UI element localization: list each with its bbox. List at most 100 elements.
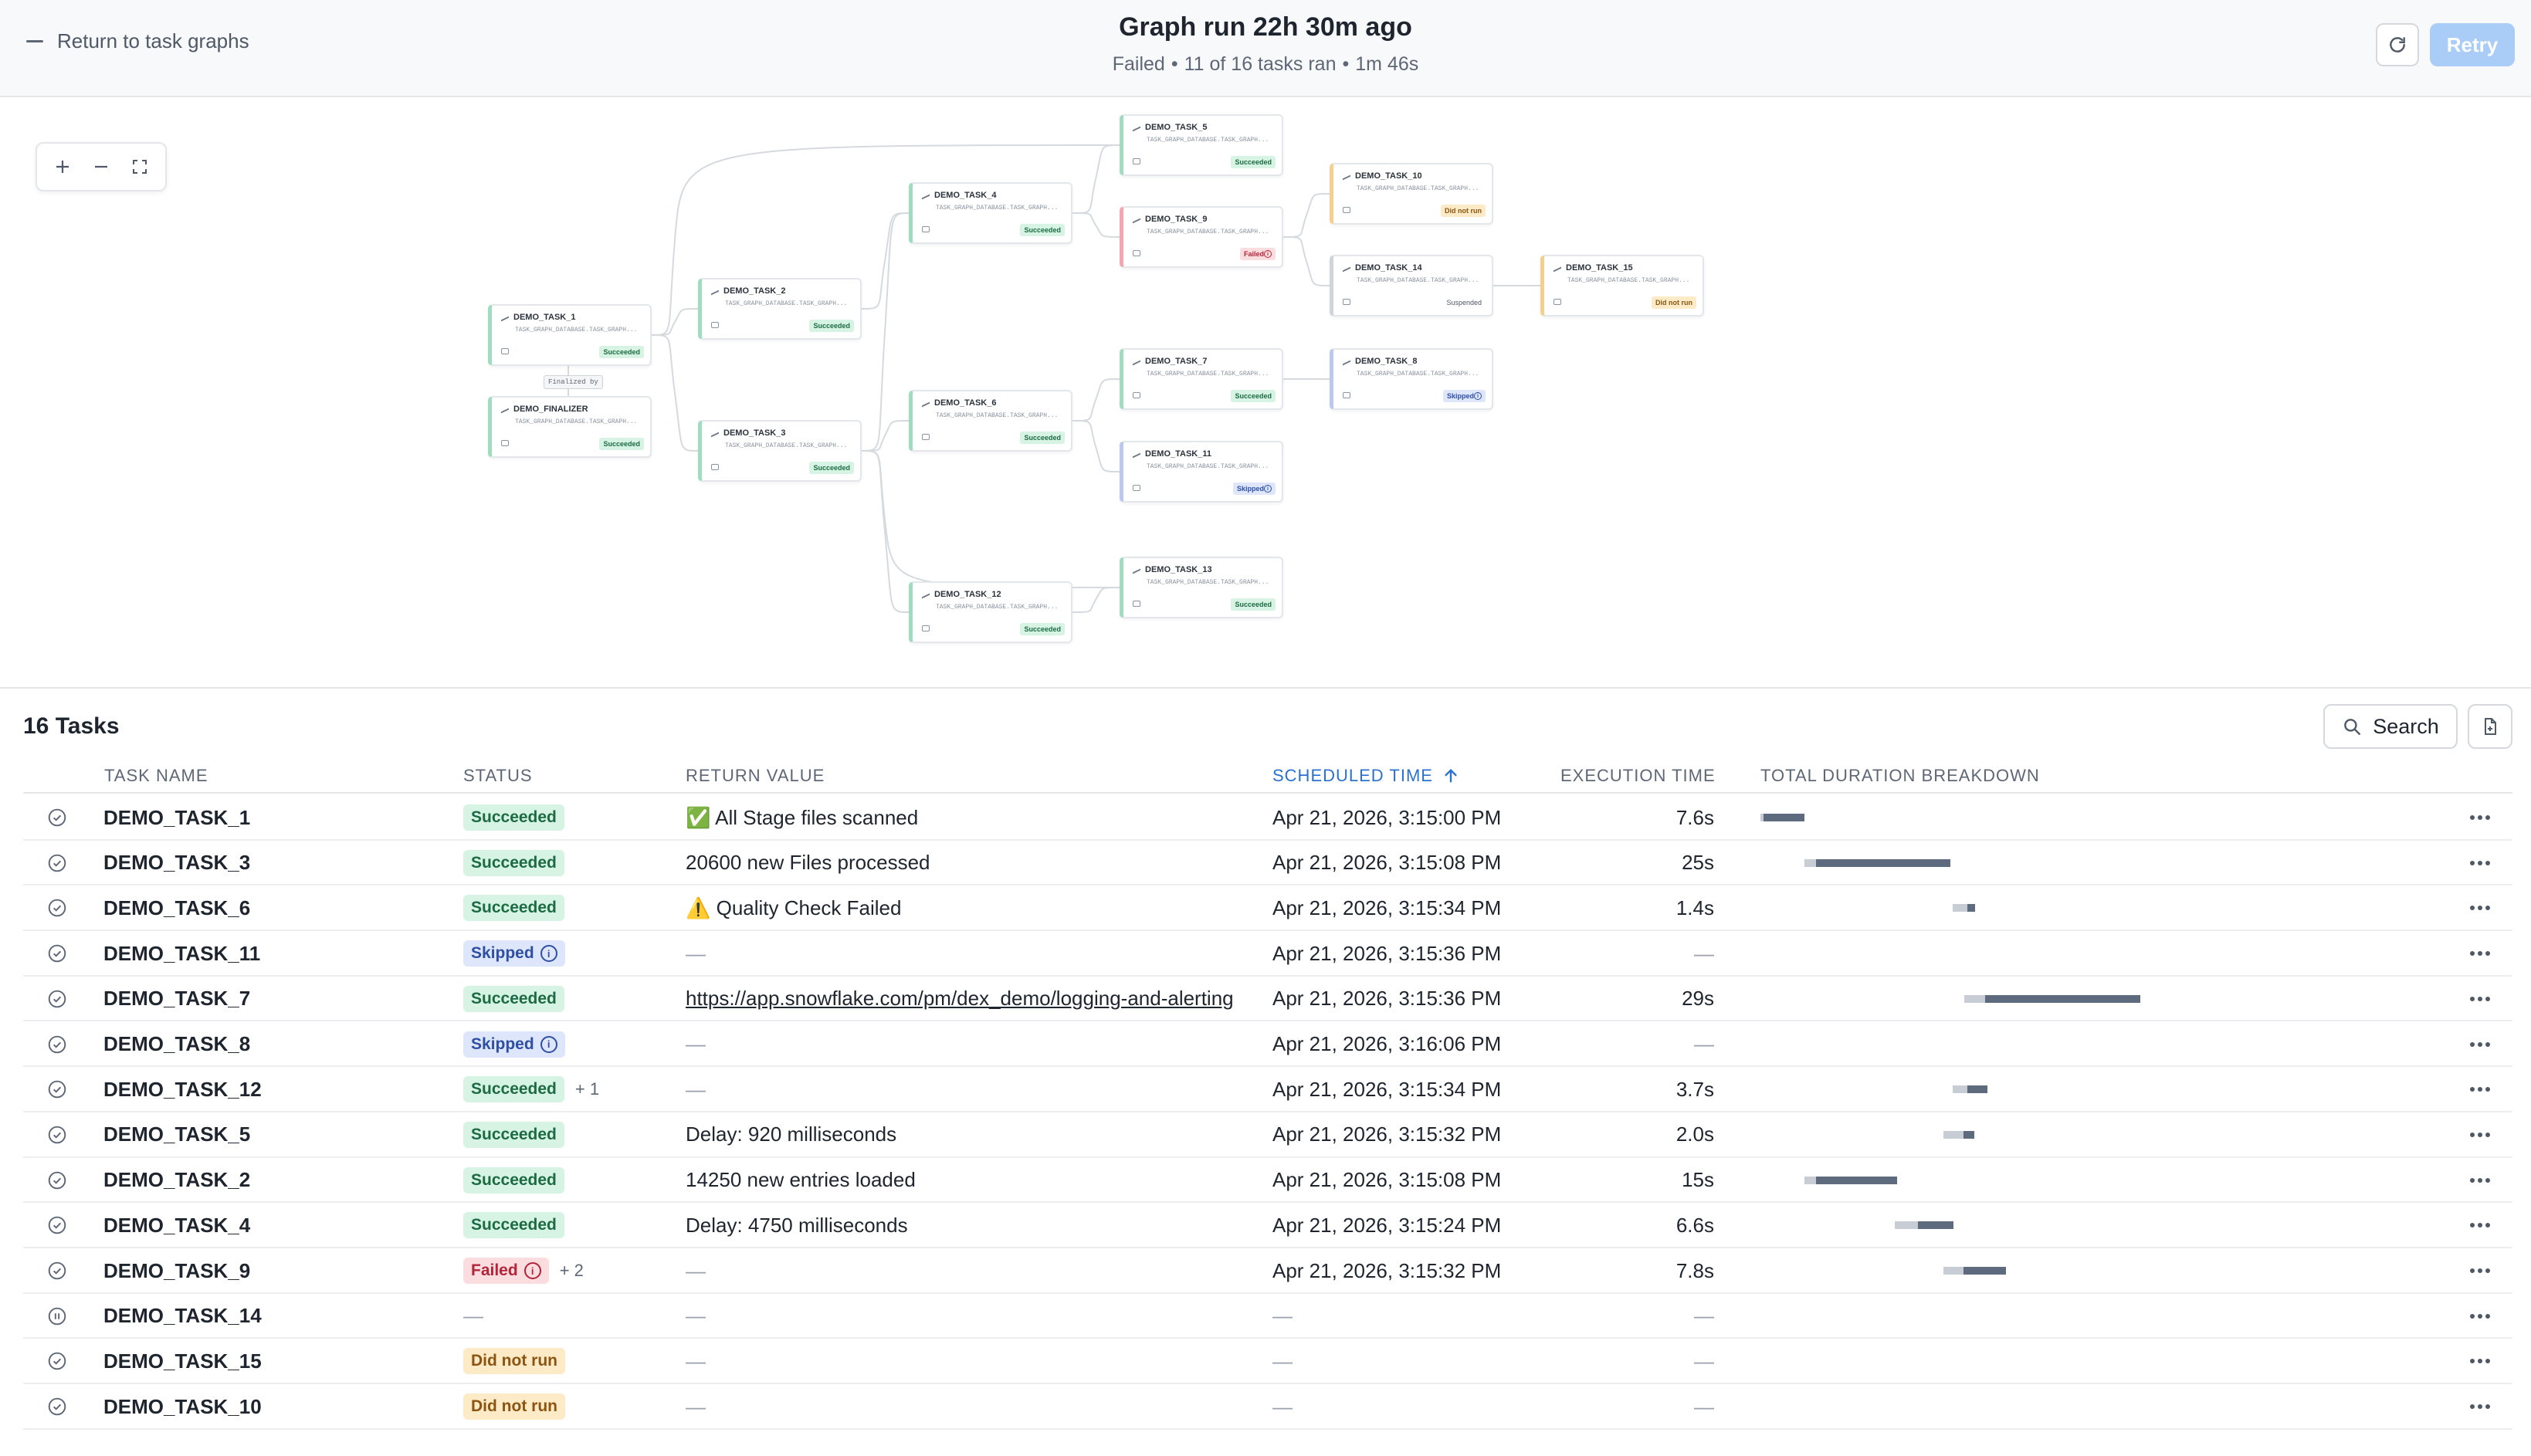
graph-node-demo-task-7[interactable]: DEMO_TASK_7 TASK_GRAPH_DATABASE.TASK_GRAP…	[1120, 348, 1283, 410]
table-row[interactable]: DEMO_TASK_2 Succeeded 14250 new entries lo…	[23, 1158, 2512, 1204]
task-name[interactable]: DEMO_TASK_12	[103, 1077, 262, 1101]
return-value: 14250 new entries loaded	[686, 1168, 916, 1192]
refresh-button[interactable]	[2376, 23, 2419, 66]
row-more-button[interactable]	[2463, 841, 2497, 885]
table-row[interactable]: DEMO_TASK_15 Did not run — — —	[23, 1339, 2512, 1385]
zoom-in-button[interactable]	[47, 151, 78, 182]
table-row[interactable]: DEMO_TASK_7 Succeeded https://app.snowflak…	[23, 977, 2512, 1022]
task-name[interactable]: DEMO_TASK_15	[103, 1349, 262, 1373]
graph-node-demo-task-14[interactable]: DEMO_TASK_14 TASK_GRAPH_DATABASE.TASK_GRA…	[1330, 255, 1493, 317]
graph-node-demo-task-12[interactable]: DEMO_TASK_12 TASK_GRAPH_DATABASE.TASK_GRA…	[909, 581, 1072, 643]
table-row[interactable]: DEMO_TASK_11 Skipped i — Apr 21, 2026, 3:15:…	[23, 931, 2512, 977]
table-row[interactable]: DEMO_TASK_8 Skipped i — Apr 21, 2026, 3:16:0…	[23, 1022, 2512, 1068]
row-more-button[interactable]	[2463, 1294, 2497, 1339]
row-more-button[interactable]	[2463, 1067, 2497, 1112]
zoom-out-button[interactable]	[86, 151, 117, 182]
return-value-link[interactable]: https://app.snowflake.com/pm/dex_demo/lo…	[686, 987, 1234, 1011]
table-row[interactable]: DEMO_TASK_3 Succeeded 20600 new Files proc…	[23, 841, 2512, 886]
task-name[interactable]: DEMO_TASK_11	[103, 941, 261, 965]
task-graph-canvas[interactable]: DEMO_TASK_1 TASK_GRAPH_DATABASE.TASK_GRAP…	[0, 99, 2531, 687]
graph-node-demo-task-6[interactable]: DEMO_TASK_6 TASK_GRAPH_DATABASE.TASK_GRAP…	[909, 390, 1072, 452]
return-to-task-graphs-link[interactable]: Return to task graphs	[26, 29, 249, 53]
check-circle-icon	[48, 1217, 66, 1234]
task-name[interactable]: DEMO_TASK_5	[103, 1122, 251, 1146]
col-return-value[interactable]: RETURN VALUE	[686, 766, 825, 785]
return-value: ✅ All Stage files scanned	[686, 805, 919, 829]
duration-breakdown	[1760, 1339, 2378, 1383]
task-name[interactable]: DEMO_TASK_6	[103, 896, 251, 919]
task-name[interactable]: DEMO_TASK_8	[103, 1032, 251, 1055]
run-status: Failed	[1112, 53, 1165, 75]
graph-node-demo-task-3[interactable]: DEMO_TASK_3 TASK_GRAPH_DATABASE.TASK_GRAP…	[698, 420, 862, 482]
retry-button[interactable]: Retry	[2430, 23, 2515, 66]
graph-node-demo-task-8[interactable]: DEMO_TASK_8 TASK_GRAPH_DATABASE.TASK_GRAP…	[1330, 348, 1493, 410]
row-more-button[interactable]	[2463, 1158, 2497, 1203]
task-name[interactable]: DEMO_TASK_7	[103, 987, 251, 1011]
graph-node-demo-task-15[interactable]: DEMO_TASK_15 TASK_GRAPH_DATABASE.TASK_GRA…	[1540, 255, 1704, 317]
col-status[interactable]: STATUS	[463, 766, 533, 785]
col-scheduled-time[interactable]: SCHEDULED TIME	[1272, 766, 1459, 786]
row-more-button[interactable]	[2463, 1022, 2497, 1067]
queued-time-bar	[1894, 1221, 1918, 1230]
graph-edge	[861, 212, 910, 452]
row-more-button[interactable]	[2463, 931, 2497, 976]
task-name[interactable]: DEMO_TASK_14	[103, 1304, 262, 1328]
graph-node-demo-task-11[interactable]: DEMO_TASK_11 TASK_GRAPH_DATABASE.TASK_GRA…	[1120, 441, 1283, 503]
graph-edge	[651, 308, 699, 336]
info-icon[interactable]: i	[523, 1262, 541, 1279]
table-row[interactable]: DEMO_TASK_9 Failed i + 2 — Apr 21, 2026, 3:15…	[23, 1248, 2512, 1294]
table-row[interactable]: DEMO_TASK_6 Succeeded ⚠️ Quality Check Fai…	[23, 885, 2512, 932]
execution-time-bar	[1963, 1267, 2006, 1275]
col-execution-time[interactable]: EXECUTION TIME	[1560, 766, 1716, 785]
export-button[interactable]	[2468, 704, 2512, 749]
task-name[interactable]: DEMO_TASK_2	[103, 1168, 251, 1192]
row-more-button[interactable]	[2463, 795, 2497, 840]
graph-node-demo-task-2[interactable]: DEMO_TASK_2 TASK_GRAPH_DATABASE.TASK_GRAP…	[698, 278, 862, 340]
execution-time: 1.4s	[1675, 896, 1714, 919]
graph-node-demo-task-10[interactable]: DEMO_TASK_10 TASK_GRAPH_DATABASE.TASK_GRA…	[1330, 163, 1493, 225]
row-more-button[interactable]	[2463, 1248, 2497, 1293]
additional-status-count[interactable]: + 2	[559, 1261, 584, 1280]
graph-node-demo-task-4[interactable]: DEMO_TASK_4 TASK_GRAPH_DATABASE.TASK_GRAP…	[909, 182, 1072, 244]
table-row[interactable]: DEMO_TASK_1 Succeeded ✅ All Stage files sc…	[23, 795, 2512, 841]
fit-view-button[interactable]	[124, 151, 155, 182]
sort-ascending-icon	[1445, 768, 1457, 783]
graph-node-demo-task-13[interactable]: DEMO_TASK_13 TASK_GRAPH_DATABASE.TASK_GRA…	[1120, 557, 1283, 618]
row-more-button[interactable]	[2463, 977, 2497, 1021]
row-more-button[interactable]	[2463, 1112, 2497, 1157]
status-badge: Succeeded	[463, 985, 564, 1012]
graph-node-demo-task-1[interactable]: DEMO_TASK_1 TASK_GRAPH_DATABASE.TASK_GRAP…	[488, 304, 652, 366]
back-link-label: Return to task graphs	[57, 29, 249, 52]
row-more-button[interactable]	[2463, 1203, 2497, 1248]
table-row[interactable]: DEMO_TASK_4 Succeeded Delay: 4750 millisec…	[23, 1203, 2512, 1248]
fullscreen-icon	[133, 160, 147, 174]
execution-time-bar	[1963, 1130, 1975, 1139]
table-row[interactable]: DEMO_TASK_10 Did not run — — —	[23, 1384, 2512, 1430]
col-task-name[interactable]: TASK NAME	[104, 766, 208, 785]
execution-time: 7.8s	[1675, 1258, 1714, 1282]
node-title: DEMO_TASK_14	[1343, 263, 1422, 273]
graph-node-demo-finalizer[interactable]: DEMO_FINALIZER TASK_GRAPH_DATABASE.TASK_G…	[488, 396, 652, 458]
table-row[interactable]: DEMO_TASK_14 — — — —	[23, 1294, 2512, 1339]
task-name[interactable]: DEMO_TASK_4	[103, 1213, 251, 1237]
table-row[interactable]: DEMO_TASK_12 Succeeded + 1 — Apr 21, 2026, 3…	[23, 1067, 2512, 1112]
info-icon[interactable]: i	[540, 1035, 557, 1053]
task-name[interactable]: DEMO_TASK_3	[103, 851, 251, 875]
graph-node-demo-task-9[interactable]: DEMO_TASK_9 TASK_GRAPH_DATABASE.TASK_GRAP…	[1120, 206, 1283, 268]
info-icon[interactable]: i	[540, 945, 557, 963]
task-name[interactable]: DEMO_TASK_9	[103, 1258, 251, 1282]
row-more-button[interactable]	[2463, 1339, 2497, 1383]
search-button[interactable]: Search	[2323, 704, 2458, 749]
return-value: —	[686, 1304, 706, 1328]
row-more-button[interactable]	[2463, 1384, 2497, 1429]
row-state-icon	[46, 1339, 68, 1383]
minus-icon	[95, 165, 107, 168]
warehouse-icon	[711, 464, 719, 470]
row-more-button[interactable]	[2463, 885, 2497, 930]
task-name[interactable]: DEMO_TASK_1	[103, 805, 251, 829]
row-state-icon	[46, 795, 68, 840]
task-name[interactable]: DEMO_TASK_10	[103, 1394, 262, 1418]
graph-node-demo-task-5[interactable]: DEMO_TASK_5 TASK_GRAPH_DATABASE.TASK_GRAP…	[1120, 114, 1283, 176]
table-row[interactable]: DEMO_TASK_5 Succeeded Delay: 920 milliseco…	[23, 1112, 2512, 1158]
additional-status-count[interactable]: + 1	[574, 1079, 600, 1099]
